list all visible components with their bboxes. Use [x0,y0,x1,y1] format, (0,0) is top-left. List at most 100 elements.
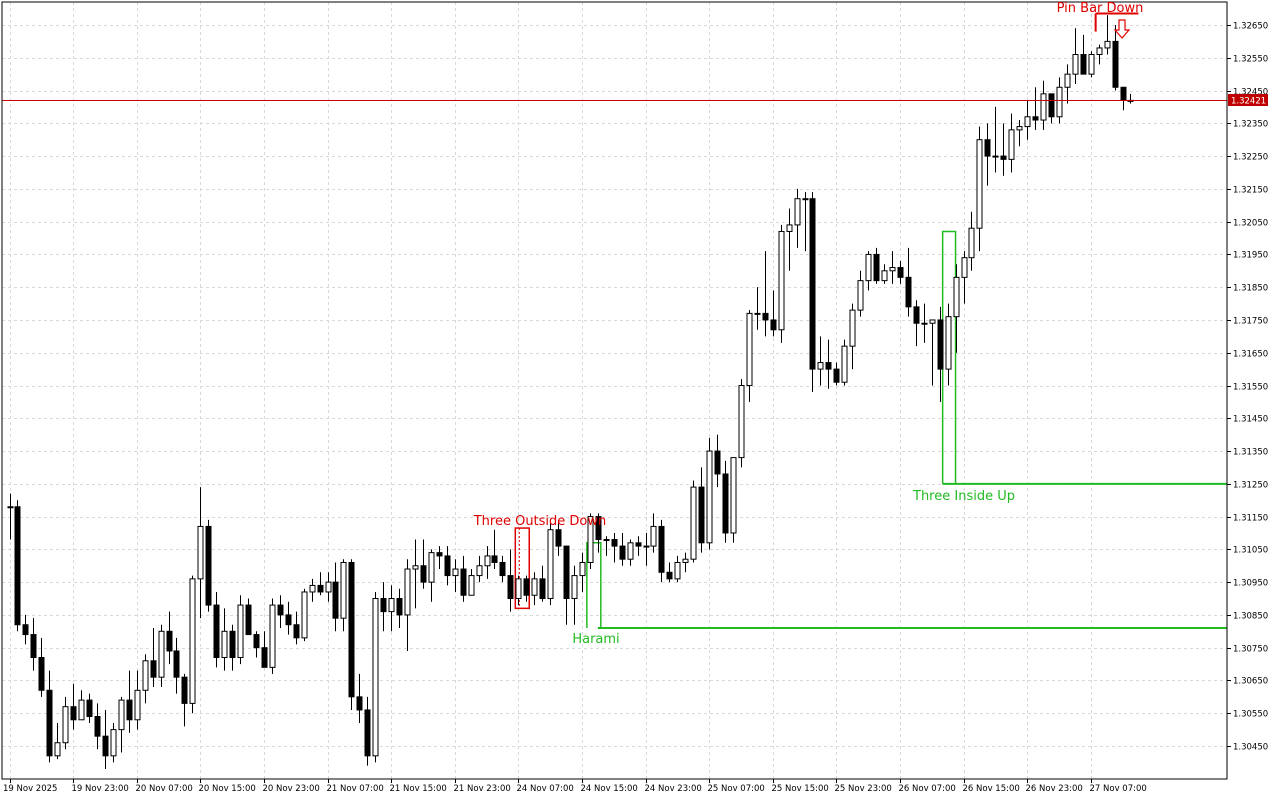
y-tick-label: 1.31050 [1233,546,1268,556]
candle-body-bull [1056,86,1063,118]
candle [706,437,713,550]
candle [1032,87,1039,130]
candle-body-bull [301,591,308,639]
candle-body-bear [698,486,705,544]
candle [444,546,451,586]
candle [897,260,904,284]
candle-body-bear [873,253,880,282]
candle-body-bull [778,230,785,331]
candle [340,559,347,632]
candle-body-bear [555,529,562,547]
candle-body-bear [444,555,451,577]
candle-body-bull [857,280,864,311]
candle [794,188,801,248]
candle [460,555,467,602]
candle-body-bull [452,568,459,577]
candle-body-bull [889,267,896,272]
y-tick-label: 1.31150 [1233,514,1268,524]
candle [992,106,999,173]
candle [857,270,864,317]
x-tick-label: 26 Nov 15:00 [963,784,1020,794]
candle-body-bear [245,604,252,636]
candle-body-bear [1032,116,1039,121]
candle [428,549,435,602]
candle [1048,93,1055,124]
candle-body-bull [134,689,141,721]
candle [730,457,737,543]
candle-body-bear [595,516,602,541]
candle-body-bull [547,529,554,600]
candle [110,723,117,763]
candle [237,595,244,665]
candle [754,287,761,330]
candle-body-bear [253,634,260,649]
candle [1040,80,1047,130]
candle [22,614,29,645]
candle-body-bull [531,578,538,596]
candle-body-bear [205,525,212,606]
candle-body-bull [786,224,793,232]
candle [849,303,856,370]
x-tick-label: 25 Nov 07:00 [708,784,765,794]
candle-body-bull [404,568,411,616]
x-tick-label: 25 Nov 23:00 [835,784,892,794]
pattern-label-three-outside-down: Three Outside Down [473,514,607,529]
candle [197,487,204,619]
candle [142,654,149,704]
y-tick-label: 1.32350 [1233,120,1268,130]
candle-body-bull [992,155,999,158]
pattern-label-three-inside-up: Three Inside Up [912,489,1015,504]
candle-body-bear [396,598,403,616]
y-tick-label: 1.32150 [1233,186,1268,196]
candle [253,631,260,658]
candle [635,536,642,556]
candle-body-bull [746,312,753,386]
candle-body-bear [722,473,729,534]
candle [221,608,228,671]
candle-body-bear [166,630,173,652]
candle-body-bull [189,578,196,704]
candle [722,460,729,543]
candle [953,264,960,353]
candle-body-bear [261,647,268,668]
candle-body-bear [1048,93,1055,118]
candle [603,536,610,556]
candle [714,434,721,488]
candle [873,247,880,284]
candle-body-bear [150,660,157,678]
candle [913,300,920,347]
candle [158,624,165,688]
candle [245,598,252,636]
candle [643,532,650,566]
candle-body-bull [428,552,435,583]
candle [7,493,14,540]
candle [738,378,745,468]
candle-body-bear [229,630,236,659]
candle-body-bear [905,276,912,308]
candle [173,637,180,694]
candle-body-bear [420,565,427,583]
candle-body-bear [666,571,673,580]
candle-body-bull [627,542,634,560]
candle-body-bear [94,716,101,737]
candle [1112,25,1119,91]
candle [587,513,594,570]
candle [1024,100,1031,140]
current-price-tag: 1.32421 [1228,94,1268,107]
candle [809,192,816,393]
time-axis[interactable]: 19 Nov 2025 19 Nov 23:00 20 Nov 07:00 20 No… [3,779,1147,794]
candle [539,565,546,602]
candle [166,611,173,665]
x-tick-label: 26 Nov 23:00 [1026,784,1083,794]
candle [523,575,530,602]
price-axis[interactable]: 1.32650 1.32550 1.32450 1.32350 1.32250 1.321… [1227,22,1268,753]
candle [674,555,681,583]
pattern-label-pin-bar-down: Pin Bar Down [1057,1,1144,16]
candle [126,670,133,733]
candle-body-bull [571,575,578,600]
candle [412,539,419,609]
candle [889,251,896,284]
candle-body-bear [1112,40,1119,88]
